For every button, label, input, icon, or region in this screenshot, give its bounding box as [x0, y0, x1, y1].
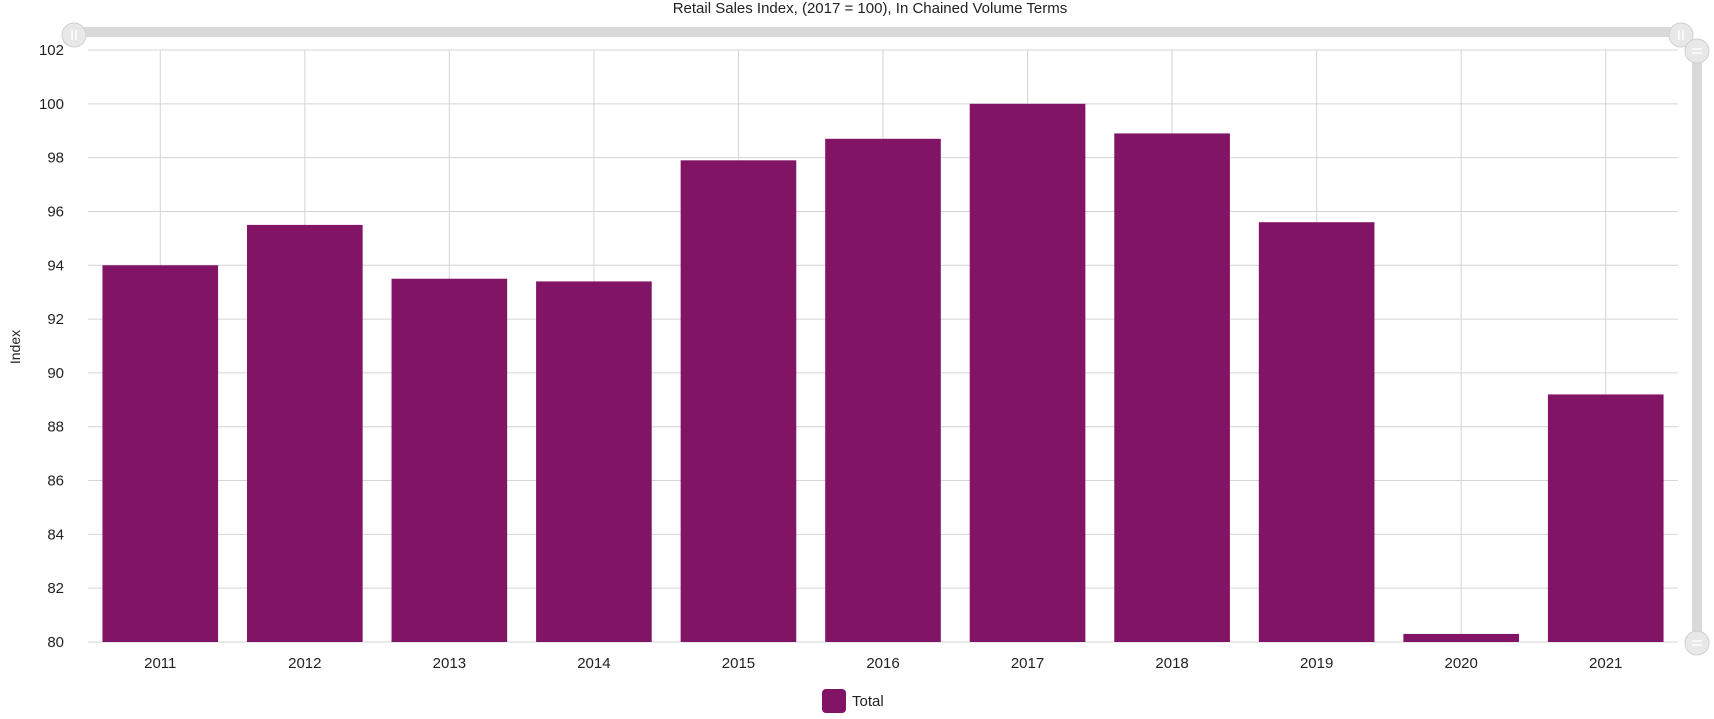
x-tick-label: 2020 — [1444, 655, 1477, 672]
bar-2021[interactable] — [1547, 394, 1664, 642]
x-tick-label: 2011 — [144, 655, 176, 672]
bar-2020[interactable] — [1403, 633, 1519, 642]
y-tick-label: 86 — [47, 473, 64, 490]
y-tick-label: 92 — [47, 311, 64, 328]
vertical-top-handle[interactable] — [1684, 38, 1710, 64]
y-tick-label: 90 — [47, 365, 64, 382]
y-tick-label: 82 — [47, 580, 64, 597]
x-tick-label: 2016 — [866, 655, 899, 672]
bar-2018[interactable] — [1114, 133, 1230, 642]
x-tick-label: 2019 — [1300, 655, 1333, 672]
y-axis-ticks: 80 82 84 86 88 90 92 94 96 98 100 102 — [39, 42, 64, 651]
bar-2019[interactable] — [1258, 222, 1375, 642]
horizontal-range-scrollbar[interactable] — [61, 22, 1694, 48]
y-tick-label: 98 — [47, 150, 64, 167]
horizontal-scroll-track[interactable] — [66, 27, 1682, 37]
x-tick-label: 2012 — [288, 655, 321, 672]
vertical-bottom-handle[interactable] — [1684, 630, 1710, 656]
chart-title: Retail Sales Index, (2017 = 100), In Cha… — [673, 0, 1068, 17]
x-tick-label: 2014 — [577, 655, 610, 672]
bars — [102, 103, 1664, 643]
bar-2017[interactable] — [969, 103, 1086, 643]
legend-swatch-total[interactable] — [822, 689, 846, 713]
x-tick-label: 2018 — [1155, 655, 1188, 672]
horizontal-left-handle[interactable] — [61, 22, 87, 48]
y-axis-label: Index — [7, 330, 23, 364]
bar-2016[interactable] — [825, 138, 941, 643]
x-tick-label: 2017 — [1011, 655, 1044, 672]
y-tick-label: 96 — [47, 203, 64, 220]
bar-2014[interactable] — [536, 281, 652, 642]
horizontal-right-handle[interactable] — [1668, 22, 1694, 48]
x-tick-label: 2021 — [1589, 655, 1622, 672]
bar-2011[interactable] — [102, 265, 219, 642]
bar-2013[interactable] — [391, 278, 508, 642]
bar-2015[interactable] — [680, 160, 797, 642]
y-tick-label: 84 — [47, 526, 64, 543]
legend-label-total[interactable]: Total — [852, 693, 884, 710]
bar-2012[interactable] — [247, 224, 363, 642]
y-tick-label: 102 — [39, 42, 64, 59]
legend[interactable]: Total — [822, 689, 884, 713]
y-tick-label: 94 — [47, 257, 64, 274]
x-tick-label: 2013 — [433, 655, 466, 672]
y-tick-label: 88 — [47, 419, 64, 436]
vertical-range-scrollbar[interactable] — [1684, 38, 1710, 656]
vertical-scroll-track[interactable] — [1692, 48, 1702, 644]
x-axis-ticks: 2011 2012 2013 2014 2015 2016 2017 2018 2019 2020… — [144, 655, 1622, 672]
x-tick-label: 2015 — [722, 655, 755, 672]
y-tick-label: 100 — [39, 96, 64, 113]
y-tick-label: 80 — [47, 634, 64, 651]
